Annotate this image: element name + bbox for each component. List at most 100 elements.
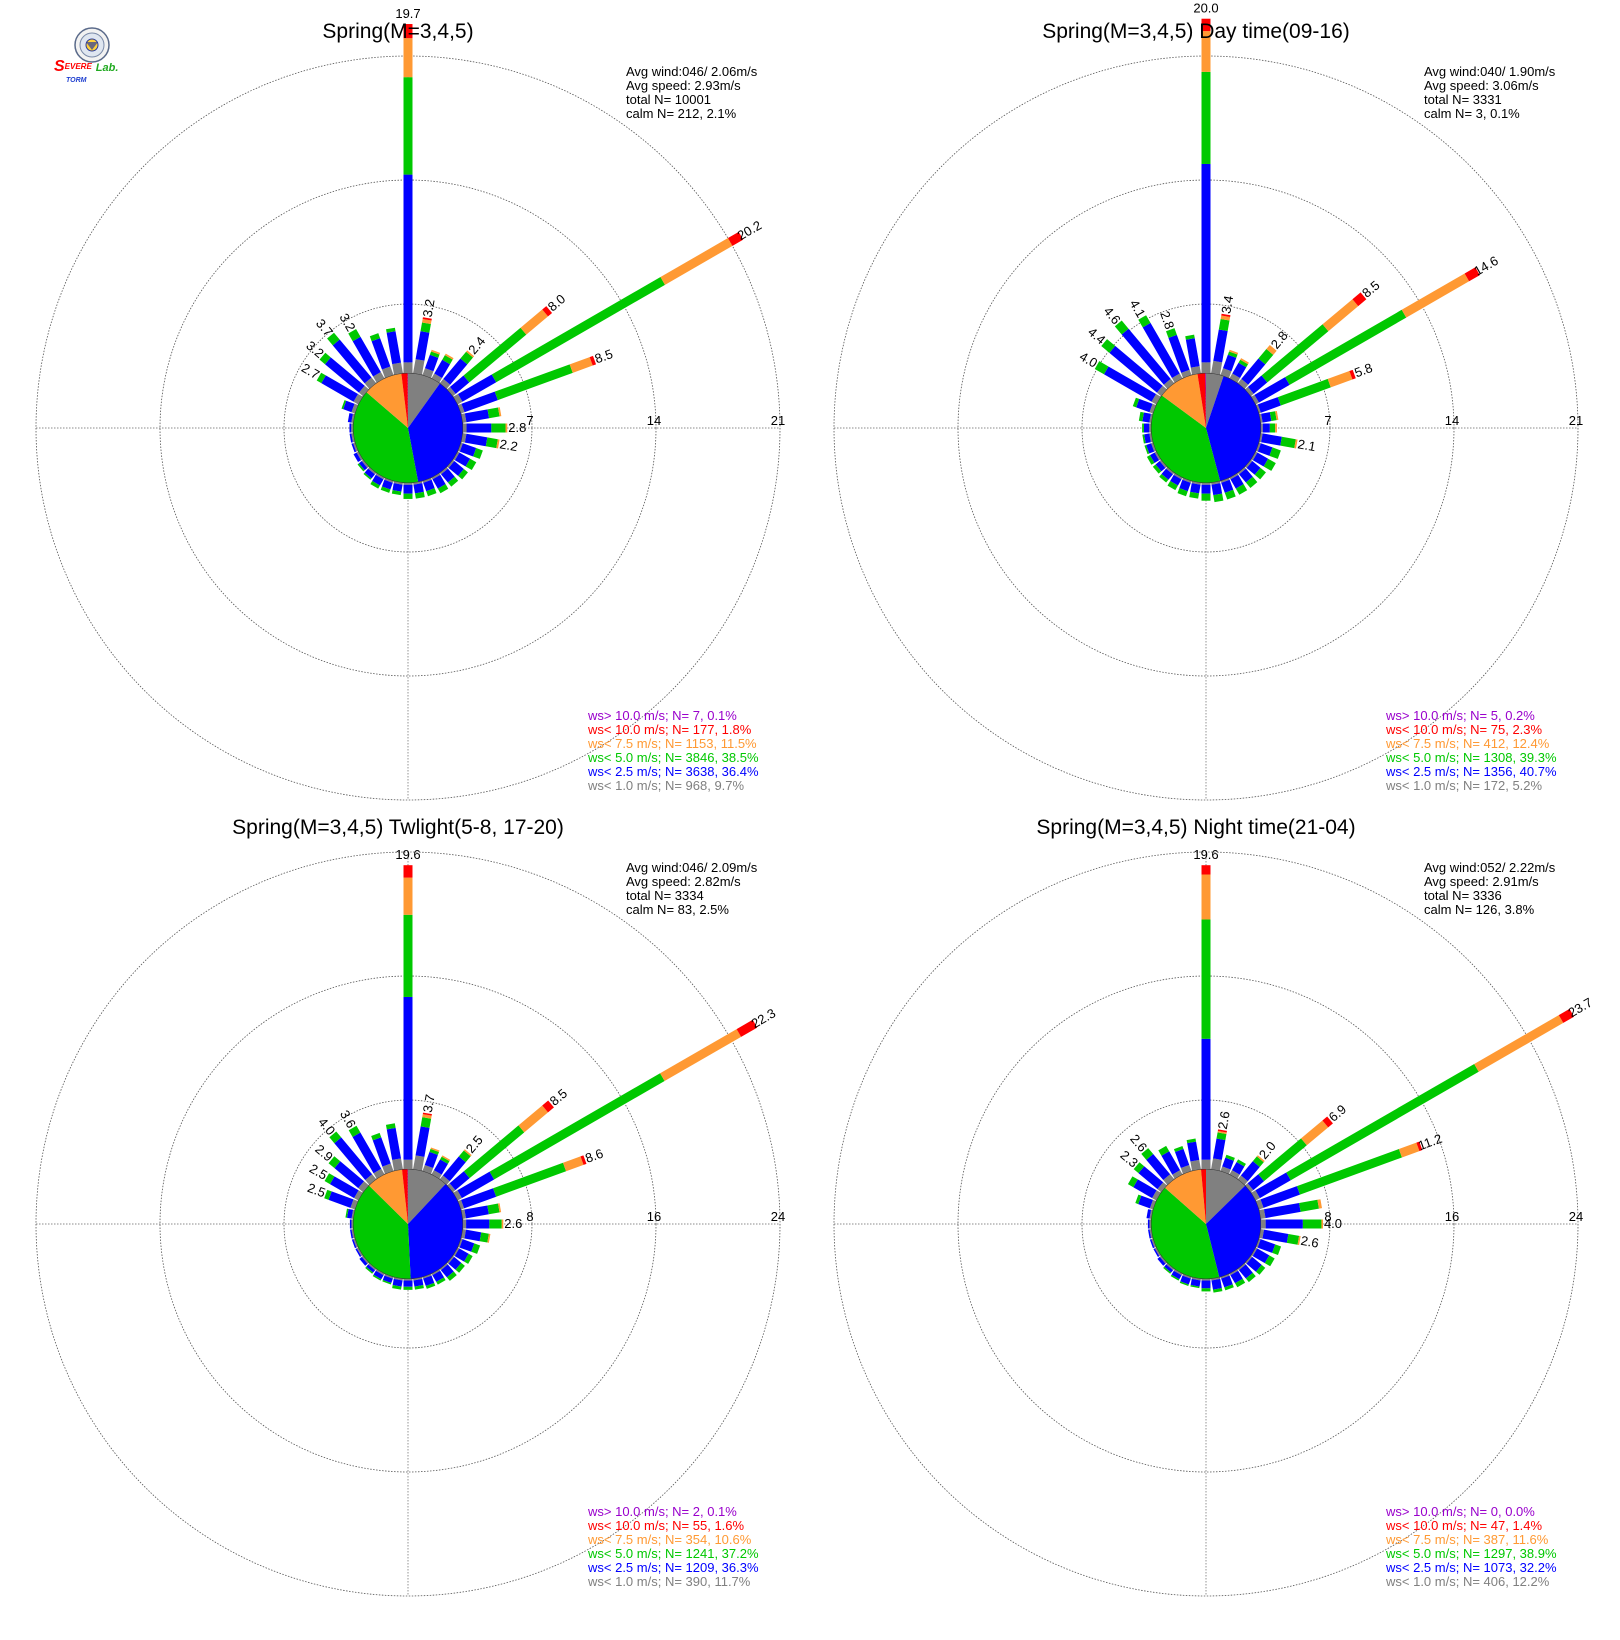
strong-bin (542, 1100, 554, 1113)
legend-entry: ws< 7.5 m/s; N= 354, 10.6% (587, 1532, 752, 1547)
light-bin (403, 484, 413, 494)
legend-entry: ws< 5.0 m/s; N= 1297, 38.9% (1385, 1546, 1557, 1561)
moderate-bin (1158, 1145, 1170, 1156)
light-bin (1138, 1166, 1164, 1190)
moderate-bin (1277, 378, 1331, 406)
calm-bin (458, 1238, 463, 1248)
speed-pie-slice (1161, 373, 1206, 428)
legend-entry: ws> 10.0 m/s; N= 5, 0.2% (1385, 708, 1535, 723)
ring-tick-label: 21 (771, 413, 785, 428)
moderate-bin (1190, 1285, 1200, 1289)
calm-bin (1152, 1190, 1161, 1201)
wind-direction-petal (1201, 865, 1211, 1169)
calm-bin (351, 1219, 354, 1229)
moderate-bin (403, 493, 413, 499)
wind-direction-petal (1142, 433, 1153, 444)
moderate-bin (1163, 1266, 1172, 1274)
moderate-bin (1127, 1176, 1138, 1188)
moderate-bin (1094, 361, 1109, 375)
light-bin (1222, 1157, 1234, 1170)
light-bin (1255, 1172, 1291, 1199)
light-bin (1211, 483, 1223, 496)
light-bin (1149, 452, 1160, 463)
light-bin (350, 1229, 354, 1239)
calm-bin (381, 366, 394, 378)
wind-direction-petal (1229, 1269, 1246, 1288)
wind-direction-petal (349, 1219, 354, 1229)
light-bin (334, 1137, 373, 1181)
light-bin (461, 391, 498, 413)
petal-value-label: 2.1 (1297, 436, 1317, 454)
moderate-bin (1235, 1278, 1246, 1288)
moderate-bin (1269, 447, 1281, 459)
moderate-bin (1138, 411, 1144, 422)
calm-bin (351, 413, 355, 423)
wind-direction-petal (1220, 349, 1239, 378)
wind-direction-petal (1201, 1279, 1211, 1292)
wind-direction-petal (1157, 1255, 1167, 1266)
strong-bin (1322, 1116, 1333, 1128)
calm-bin (1163, 378, 1175, 389)
moderate-bin (1225, 1154, 1235, 1161)
calm-bin (1211, 1277, 1221, 1281)
calm-bin (422, 1274, 432, 1279)
calm-bin (1151, 1238, 1156, 1248)
wind-direction-petal (461, 1229, 491, 1243)
moderate-bin (348, 1125, 361, 1138)
moderate-bin (1255, 1264, 1266, 1275)
moderate-bin (1201, 919, 1211, 1039)
strong-bin (403, 24, 413, 39)
light-bin (1221, 479, 1234, 493)
wind-direction-petal (422, 1147, 440, 1174)
strong-bin (1416, 1141, 1423, 1152)
calm-bin (368, 467, 377, 475)
wind-direction-petal (357, 459, 369, 472)
moderate-bin (380, 486, 391, 493)
wind-direction-petal (453, 1247, 473, 1264)
light-bin (413, 483, 424, 494)
moderate-bin (1218, 318, 1230, 332)
light-bin (1161, 468, 1173, 480)
moderate-bin (403, 1286, 413, 1290)
light-bin (1180, 1275, 1191, 1285)
stats-line: total N= 10001 (626, 92, 711, 107)
wind-direction-petal (461, 1203, 502, 1219)
wind-direction-petal (453, 451, 477, 471)
wind-direction-petal (1237, 1263, 1256, 1283)
wind-direction-petal (458, 442, 483, 459)
petal-value-label: 19.6 (395, 847, 420, 862)
moderate-bin (460, 351, 473, 365)
calm-bin (1149, 423, 1152, 433)
calm-bin (1256, 442, 1261, 452)
wind-direction-petal (403, 1279, 413, 1290)
wind-direction-petal (439, 467, 459, 487)
wind-direction-petal (413, 317, 432, 375)
calm-bin (1245, 1183, 1254, 1193)
light-bin (466, 423, 492, 433)
moderate-bin (1201, 1288, 1211, 1292)
calm-bin (1166, 467, 1175, 475)
wind-direction-petal (1237, 1155, 1265, 1185)
light-bin (1252, 452, 1269, 467)
moderate-bin (1224, 489, 1236, 500)
wind-direction-petal (371, 1132, 394, 1174)
wind-direction-petal (1237, 467, 1258, 488)
wind-direction-petal (439, 1263, 457, 1281)
wind-direction-petal (1146, 451, 1161, 465)
calm-bin (1173, 473, 1183, 480)
wind-direction-petal (458, 1155, 587, 1210)
wind-direction-petal (1101, 339, 1167, 397)
moderate-bin (1254, 467, 1266, 480)
wind-direction-petal (1245, 292, 1367, 397)
calm-bin (422, 1164, 434, 1174)
calm-bin (439, 467, 448, 475)
light-bin (347, 413, 353, 423)
ring-tick-label: 7 (526, 413, 533, 428)
moderate-bin (1258, 349, 1274, 365)
fresh-bin (1301, 1120, 1329, 1146)
wind-direction-petal (349, 433, 355, 443)
petal-value-label: 22.3 (749, 1005, 778, 1031)
light-bin (441, 468, 455, 483)
light-bin (1265, 1219, 1303, 1229)
strong-bin (542, 306, 553, 317)
